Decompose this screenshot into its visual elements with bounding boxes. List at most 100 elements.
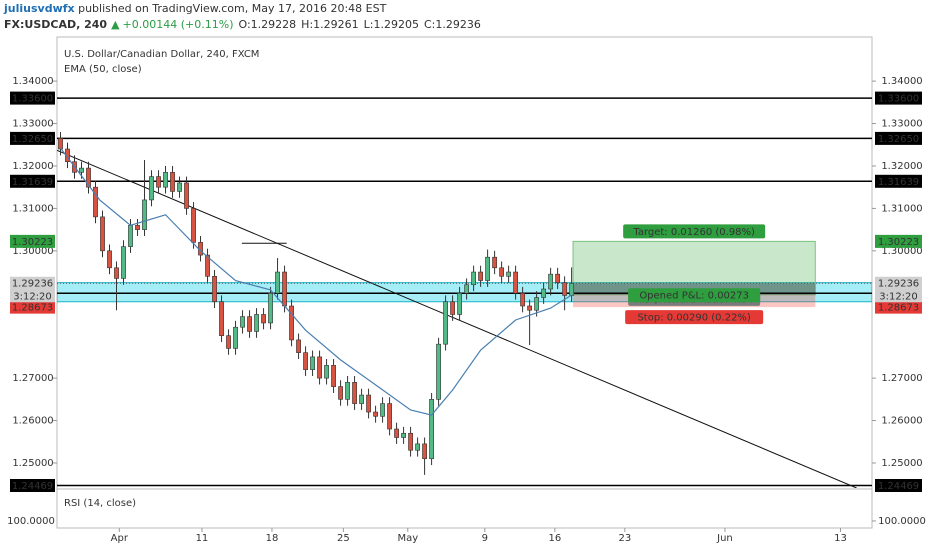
y-tick-label: 1.26000 xyxy=(881,416,922,427)
x-tick-label: 9 xyxy=(482,533,488,544)
candle-body xyxy=(58,138,63,150)
y-tick-label: 1.34000 xyxy=(881,76,922,87)
published-line: juliusvdwfx published on TradingView.com… xyxy=(3,2,387,15)
candle-body xyxy=(275,271,280,294)
candle-body xyxy=(366,394,371,413)
candle-body xyxy=(282,271,287,307)
target-label: 1.30223 xyxy=(12,237,53,248)
stop-label-box xyxy=(625,310,764,325)
y-tick-label: 1.27000 xyxy=(12,373,53,384)
candle-body xyxy=(429,399,434,460)
target-label: 1.30223 xyxy=(878,237,919,248)
y-tick-label: 1.25000 xyxy=(12,458,53,469)
candle-body xyxy=(464,284,470,294)
level-label: 1.32650 xyxy=(878,134,919,145)
y-tick-label: 1.31000 xyxy=(12,203,53,214)
x-tick-label: 18 xyxy=(266,533,279,544)
candle-body xyxy=(100,216,105,252)
candle-body xyxy=(268,292,273,324)
low: L:1.29205 xyxy=(364,18,419,31)
candle-body xyxy=(289,305,294,341)
y-tick-label: 1.30000 xyxy=(12,246,53,257)
candle-body xyxy=(422,443,427,460)
x-tick-label: 25 xyxy=(337,533,350,544)
y-tick-label: 1.33000 xyxy=(881,119,922,130)
candle-body xyxy=(569,282,575,296)
candle-body xyxy=(338,386,343,400)
countdown: 3:12:20 xyxy=(13,292,52,303)
target-label-box xyxy=(623,224,766,239)
level-badge xyxy=(10,174,55,188)
candle-body xyxy=(261,314,266,324)
level-badge xyxy=(875,131,922,145)
pnl-label-box xyxy=(628,288,761,303)
level-label: 1.32650 xyxy=(12,134,53,145)
x-tick-label: 13 xyxy=(834,533,847,544)
candle-body xyxy=(331,365,336,387)
candle-body xyxy=(226,335,231,349)
y-tick-label: 1.30000 xyxy=(881,246,922,257)
x-tick-label: 16 xyxy=(548,533,561,544)
candle-body xyxy=(548,273,554,290)
trendline xyxy=(57,149,857,488)
candle-body xyxy=(478,271,484,281)
candle-body xyxy=(534,297,540,311)
candle-body xyxy=(401,432,406,438)
candle-body xyxy=(457,292,462,315)
x-tick-label: Apr xyxy=(111,533,129,544)
candle-body xyxy=(450,301,455,315)
level-badge xyxy=(875,91,922,105)
candle-body xyxy=(555,273,561,283)
candle-body xyxy=(93,186,98,218)
countdown: 3:12:20 xyxy=(879,292,918,303)
target-label: Target: 0.01260 (0.98%) xyxy=(632,227,755,238)
stop-label: 1.28673 xyxy=(878,303,919,314)
y-tick-label: 1.25000 xyxy=(881,458,922,469)
target-badge xyxy=(875,234,922,248)
level-label: 1.24469 xyxy=(12,481,53,492)
stop-badge xyxy=(10,300,55,314)
y-tick-label: 1.26000 xyxy=(12,416,53,427)
candle-body xyxy=(205,254,210,277)
open: O:1.29228 xyxy=(239,18,297,31)
candle-body xyxy=(79,167,84,173)
chart-title: U.S. Dollar/Canadian Dollar, 240, FXCM xyxy=(64,49,259,60)
candle-body xyxy=(149,176,154,201)
candle-body xyxy=(191,208,196,243)
y-tick-label: 1.32000 xyxy=(12,161,53,172)
change: +0.00144 (+0.11%) xyxy=(123,18,234,31)
candle-body xyxy=(359,394,364,404)
pnl-label: Opened P&L: 0.00273 xyxy=(639,291,749,302)
arrow: ▲ xyxy=(111,18,120,31)
y-tick-label: 1.27000 xyxy=(881,373,922,384)
candle-body xyxy=(541,288,547,298)
candle-body xyxy=(128,225,133,247)
candle-body xyxy=(233,326,238,349)
candle-body xyxy=(142,199,147,230)
x-tick-label: 23 xyxy=(618,533,631,544)
candle-body xyxy=(394,428,399,438)
candle-body xyxy=(156,176,161,188)
level-label: 1.33600 xyxy=(878,94,919,105)
countdown-badge xyxy=(875,290,922,303)
candle-body xyxy=(163,172,168,188)
level-badge xyxy=(10,478,55,492)
symbol-line: FX:USDCAD, 240 ▲ +0.00144 (+0.11%) O:1.2922… xyxy=(4,18,481,31)
candle-body xyxy=(373,411,378,417)
x-tick-label: Jun xyxy=(716,533,733,544)
rsi-tick-label: 100.0000 xyxy=(7,516,55,527)
y-tick-label: 1.32000 xyxy=(881,161,922,172)
last-label: 1.29236 xyxy=(12,279,53,290)
countdown-badge xyxy=(10,290,55,303)
candle-body xyxy=(345,382,350,400)
last-badge xyxy=(10,276,55,290)
level-label: 1.31639 xyxy=(878,177,919,188)
candle-body xyxy=(240,316,245,328)
level-label: 1.24469 xyxy=(878,481,919,492)
candle-body xyxy=(352,382,357,404)
candle-body xyxy=(121,246,126,279)
candle-body xyxy=(114,267,119,279)
published: published on TradingView.com, May 17, 20… xyxy=(75,2,387,15)
rsi-tick-label: 100.0000 xyxy=(878,516,926,527)
